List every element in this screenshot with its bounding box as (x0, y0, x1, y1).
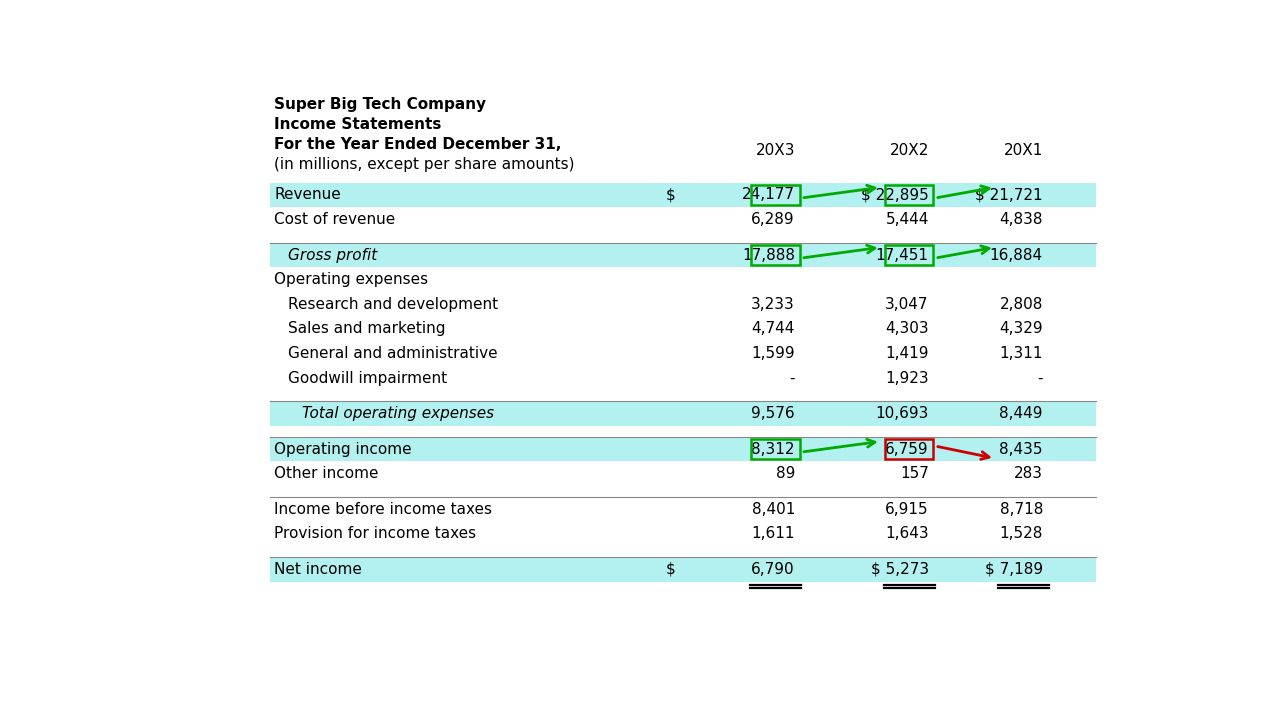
Text: 3,233: 3,233 (751, 297, 795, 312)
Text: Super Big Tech Company: Super Big Tech Company (274, 97, 486, 112)
Text: 20X2: 20X2 (890, 143, 929, 158)
Text: 4,329: 4,329 (1000, 321, 1043, 336)
Text: Operating expenses: Operating expenses (274, 272, 429, 287)
Text: $ 5,273: $ 5,273 (870, 562, 929, 577)
Text: 17,451: 17,451 (876, 248, 929, 263)
Text: 89: 89 (776, 467, 795, 481)
Text: 5,444: 5,444 (886, 212, 929, 227)
Text: 20X1: 20X1 (1004, 143, 1043, 158)
Text: 6,915: 6,915 (886, 502, 929, 517)
Text: 1,923: 1,923 (886, 371, 929, 386)
Text: 8,718: 8,718 (1000, 502, 1043, 517)
Text: -: - (790, 371, 795, 386)
Text: 17,888: 17,888 (742, 248, 795, 263)
Text: 6,759: 6,759 (886, 441, 929, 456)
Text: 1,419: 1,419 (886, 346, 929, 361)
Text: 20X3: 20X3 (755, 143, 795, 158)
Text: 157: 157 (900, 467, 929, 481)
Text: Provision for income taxes: Provision for income taxes (274, 526, 476, 541)
Text: Cost of revenue: Cost of revenue (274, 212, 396, 227)
Bar (270, 183, 1097, 207)
Text: 8,435: 8,435 (1000, 441, 1043, 456)
Text: 9,576: 9,576 (751, 406, 795, 421)
Text: $ 22,895: $ 22,895 (861, 187, 929, 202)
Bar (270, 557, 1097, 582)
Text: 1,311: 1,311 (1000, 346, 1043, 361)
Text: 3,047: 3,047 (886, 297, 929, 312)
Bar (270, 437, 1097, 462)
Text: 16,884: 16,884 (989, 248, 1043, 263)
Text: $ 21,721: $ 21,721 (975, 187, 1043, 202)
Text: 4,838: 4,838 (1000, 212, 1043, 227)
Text: Net income: Net income (274, 562, 362, 577)
Text: Goodwill impairment: Goodwill impairment (288, 371, 447, 386)
Text: $ 7,189: $ 7,189 (984, 562, 1043, 577)
Text: 6,790: 6,790 (751, 562, 795, 577)
Text: 1,528: 1,528 (1000, 526, 1043, 541)
Text: Sales and marketing: Sales and marketing (288, 321, 445, 336)
Bar (270, 401, 1097, 426)
Text: Total operating expenses: Total operating expenses (302, 406, 494, 421)
Text: 24,177: 24,177 (742, 187, 795, 202)
Text: -: - (1037, 371, 1043, 386)
Text: Income before income taxes: Income before income taxes (274, 502, 492, 517)
Text: 10,693: 10,693 (876, 406, 929, 421)
Text: Operating income: Operating income (274, 441, 412, 456)
Text: Gross profit: Gross profit (288, 248, 378, 263)
Text: 8,449: 8,449 (1000, 406, 1043, 421)
Text: (in millions, except per share amounts): (in millions, except per share amounts) (274, 157, 575, 172)
Text: For the Year Ended December 31,: For the Year Ended December 31, (274, 138, 562, 152)
Text: Income Statements: Income Statements (274, 117, 442, 132)
Text: Research and development: Research and development (288, 297, 498, 312)
Text: 8,312: 8,312 (751, 441, 795, 456)
Text: General and administrative: General and administrative (288, 346, 498, 361)
Text: 283: 283 (1014, 467, 1043, 481)
Text: 1,611: 1,611 (751, 526, 795, 541)
Text: 2,808: 2,808 (1000, 297, 1043, 312)
Text: 4,744: 4,744 (751, 321, 795, 336)
Text: 8,401: 8,401 (751, 502, 795, 517)
Text: Other income: Other income (274, 467, 379, 481)
Text: $: $ (666, 187, 676, 202)
Bar (270, 243, 1097, 267)
Text: 1,643: 1,643 (886, 526, 929, 541)
Text: Revenue: Revenue (274, 187, 340, 202)
Text: 1,599: 1,599 (751, 346, 795, 361)
Text: 4,303: 4,303 (886, 321, 929, 336)
Text: 6,289: 6,289 (751, 212, 795, 227)
Text: $: $ (666, 562, 676, 577)
